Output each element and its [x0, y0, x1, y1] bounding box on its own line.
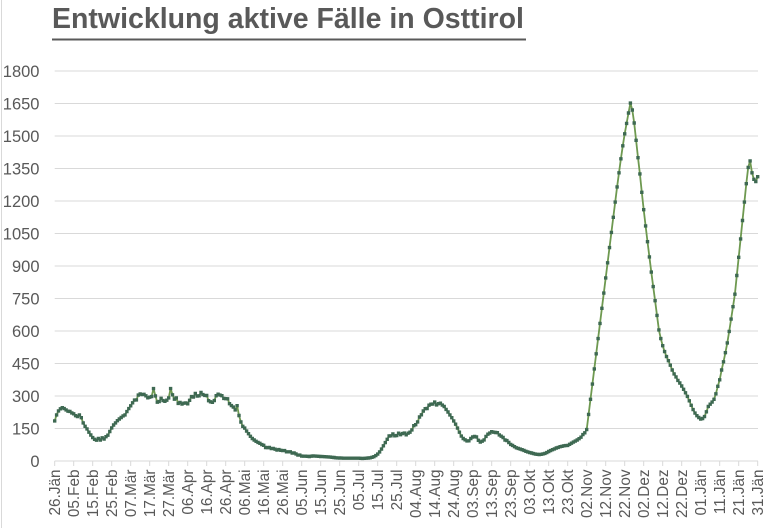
- svg-text:13.Sep: 13.Sep: [484, 470, 501, 518]
- svg-text:21.Jän: 21.Jän: [731, 470, 748, 516]
- svg-text:25.Jun: 25.Jun: [332, 470, 349, 516]
- svg-text:02.Nov: 02.Nov: [579, 469, 596, 518]
- svg-text:26.Apr: 26.Apr: [218, 470, 235, 515]
- svg-text:11.Jän: 11.Jän: [712, 470, 729, 515]
- svg-text:02.Dez: 02.Dez: [636, 470, 653, 518]
- svg-text:05.Jul: 05.Jul: [351, 470, 368, 511]
- svg-text:24.Aug: 24.Aug: [446, 470, 463, 518]
- svg-text:06.Apr: 06.Apr: [180, 470, 197, 515]
- svg-text:26.Mai: 26.Mai: [275, 470, 292, 516]
- svg-text:31.Jän: 31.Jän: [750, 470, 767, 516]
- svg-text:17.Mär: 17.Mär: [142, 470, 159, 518]
- svg-text:04.Aug: 04.Aug: [408, 470, 425, 518]
- svg-text:22.Dez: 22.Dez: [674, 470, 691, 518]
- svg-text:1350: 1350: [3, 160, 40, 178]
- svg-text:300: 300: [12, 388, 40, 406]
- svg-text:150: 150: [12, 420, 40, 438]
- svg-text:1650: 1650: [3, 95, 40, 113]
- svg-text:1500: 1500: [3, 128, 40, 146]
- svg-text:12.Dez: 12.Dez: [655, 470, 672, 518]
- svg-text:23.Sep: 23.Sep: [503, 470, 520, 518]
- svg-text:25.Feb: 25.Feb: [104, 470, 121, 518]
- svg-text:15.Jun: 15.Jun: [313, 470, 330, 516]
- svg-text:15.Jul: 15.Jul: [370, 470, 387, 511]
- svg-text:23.Okt: 23.Okt: [560, 469, 577, 515]
- svg-text:03.Sep: 03.Sep: [465, 470, 482, 518]
- svg-text:05.Feb: 05.Feb: [66, 470, 83, 518]
- svg-text:900: 900: [12, 258, 40, 276]
- svg-text:15.Feb: 15.Feb: [85, 470, 102, 518]
- svg-text:05.Jun: 05.Jun: [294, 470, 311, 516]
- svg-text:07.Mär: 07.Mär: [123, 470, 140, 518]
- svg-text:Entwicklung aktive Fälle in Os: Entwicklung aktive Fälle in Osttirol: [52, 3, 524, 35]
- svg-text:12.Nov: 12.Nov: [598, 469, 615, 518]
- svg-text:22.Nov: 22.Nov: [617, 469, 634, 518]
- svg-text:13.Okt: 13.Okt: [541, 469, 558, 515]
- svg-text:450: 450: [12, 355, 40, 373]
- svg-text:1200: 1200: [3, 193, 40, 211]
- svg-text:16.Mai: 16.Mai: [256, 470, 273, 516]
- svg-text:16.Apr: 16.Apr: [199, 470, 216, 515]
- svg-text:26.Jän: 26.Jän: [47, 470, 64, 516]
- svg-text:03.Okt: 03.Okt: [522, 469, 539, 515]
- svg-text:14.Aug: 14.Aug: [427, 470, 444, 518]
- svg-text:01.Jän: 01.Jän: [693, 470, 710, 516]
- svg-text:27.Mär: 27.Mär: [161, 470, 178, 518]
- svg-text:1050: 1050: [3, 225, 40, 243]
- svg-text:06.Mai: 06.Mai: [237, 470, 254, 516]
- svg-text:750: 750: [12, 290, 40, 308]
- svg-text:25.Jul: 25.Jul: [389, 470, 406, 511]
- svg-text:0: 0: [30, 453, 39, 471]
- svg-text:1800: 1800: [3, 63, 40, 81]
- svg-text:600: 600: [12, 323, 40, 341]
